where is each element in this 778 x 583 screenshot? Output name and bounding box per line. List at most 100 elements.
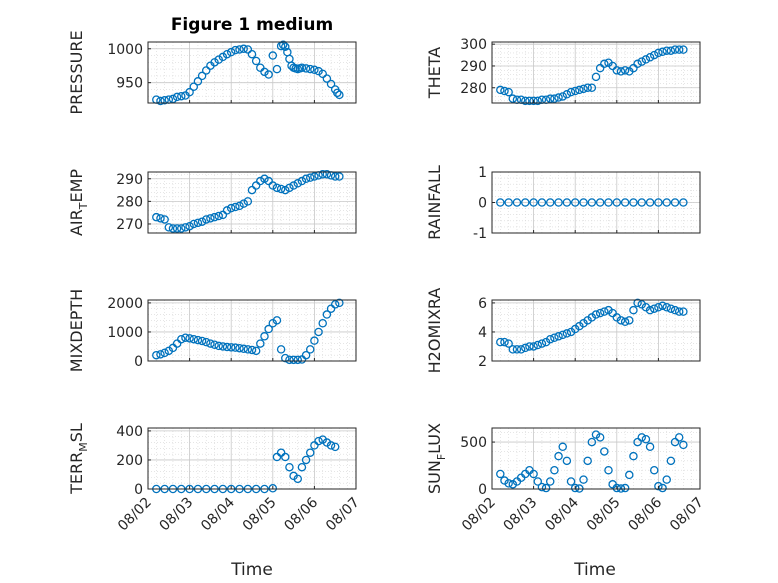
data-point bbox=[554, 332, 563, 341]
data-point bbox=[587, 83, 597, 93]
data-point bbox=[251, 56, 261, 66]
data-point bbox=[637, 433, 647, 442]
data-point bbox=[260, 174, 269, 184]
data-point bbox=[281, 185, 290, 195]
y-tick-label: 290 bbox=[116, 172, 143, 188]
data-point bbox=[293, 474, 303, 484]
data-point bbox=[541, 483, 551, 493]
data-point bbox=[587, 437, 597, 447]
data-point bbox=[670, 305, 680, 315]
data-point bbox=[235, 343, 244, 353]
data-point bbox=[666, 456, 676, 466]
data-point bbox=[616, 67, 626, 76]
y-axis-label: TERRMSL bbox=[67, 423, 90, 495]
data-point bbox=[160, 96, 169, 105]
y-tick-label: 0 bbox=[478, 196, 487, 212]
data-point bbox=[575, 85, 584, 95]
data-point bbox=[600, 59, 609, 69]
axes-box bbox=[147, 427, 357, 490]
data-point bbox=[670, 45, 680, 54]
data-point bbox=[268, 484, 278, 493]
data-point bbox=[545, 198, 555, 207]
data-point bbox=[185, 221, 194, 231]
data-point bbox=[272, 64, 282, 74]
data-point bbox=[545, 477, 555, 486]
data-point bbox=[496, 198, 505, 207]
data-point bbox=[243, 45, 253, 54]
data-point bbox=[579, 475, 588, 484]
data-point bbox=[185, 87, 194, 97]
data-point bbox=[591, 72, 601, 82]
data-point bbox=[322, 170, 332, 179]
data-point bbox=[293, 179, 303, 188]
data-point bbox=[301, 455, 311, 465]
data-point bbox=[193, 77, 203, 86]
data-point bbox=[521, 343, 530, 353]
data-point bbox=[629, 198, 638, 207]
data-point bbox=[579, 84, 588, 94]
data-point bbox=[301, 174, 311, 184]
subplot-2: 280 290 300 THETA bbox=[425, 37, 701, 106]
data-point bbox=[645, 305, 655, 315]
axes-box bbox=[147, 171, 357, 234]
data-point bbox=[570, 198, 580, 207]
axes-box bbox=[491, 299, 701, 362]
subplot-7: 0 200 400 08/02 08/03 08/04 08/05 08/06 08/07 TER… bbox=[67, 423, 363, 534]
subplot-8: 0 500 08/02 08/03 08/04 08/05 08/06 08/07 SUNFLU… bbox=[425, 423, 707, 534]
data-point bbox=[583, 456, 592, 466]
x-tick-label: 08/05 bbox=[240, 495, 280, 535]
data-point bbox=[641, 435, 651, 444]
data-point bbox=[512, 345, 522, 354]
data-point bbox=[214, 55, 223, 64]
data-point bbox=[550, 333, 559, 343]
data-point bbox=[222, 342, 232, 352]
data-point bbox=[637, 198, 647, 207]
x-tick-label: 08/06 bbox=[625, 494, 665, 534]
data-point bbox=[595, 308, 605, 318]
data-point bbox=[562, 198, 572, 207]
data-point bbox=[545, 334, 555, 344]
x-axis-label-left: Time bbox=[230, 560, 273, 580]
data-point bbox=[330, 442, 340, 452]
data-point bbox=[666, 304, 676, 313]
data-point bbox=[570, 86, 580, 96]
data-point bbox=[168, 224, 178, 233]
x-tick-label: 08/05 bbox=[584, 495, 624, 535]
data-point bbox=[629, 451, 638, 461]
data-point bbox=[521, 96, 530, 106]
data-point bbox=[243, 345, 253, 354]
data-point bbox=[156, 96, 165, 106]
data-point bbox=[562, 90, 572, 99]
data-point bbox=[301, 350, 311, 360]
data-point bbox=[201, 215, 211, 224]
data-point bbox=[239, 344, 248, 354]
y-tick-label: 1000 bbox=[107, 325, 143, 341]
data-point bbox=[554, 93, 563, 102]
data-point bbox=[533, 477, 543, 486]
data-point bbox=[193, 335, 203, 345]
data-point bbox=[326, 441, 336, 450]
x-tick-label: 08/03 bbox=[157, 495, 197, 535]
data-point bbox=[305, 345, 315, 354]
subplot-6: 2 4 6 H2OMIXRA bbox=[425, 288, 701, 373]
data-point bbox=[289, 181, 298, 190]
data-point bbox=[612, 66, 622, 75]
data-point bbox=[533, 340, 543, 350]
data-point bbox=[670, 198, 680, 207]
data-point bbox=[181, 333, 190, 343]
data-point bbox=[537, 339, 547, 348]
data-point bbox=[649, 50, 659, 60]
data-point bbox=[566, 87, 576, 97]
data-point bbox=[214, 341, 223, 351]
data-point bbox=[197, 71, 207, 81]
data-point bbox=[508, 94, 518, 103]
data-point bbox=[662, 303, 671, 312]
data-point bbox=[654, 481, 663, 491]
data-point bbox=[301, 64, 311, 73]
data-point bbox=[305, 173, 315, 182]
data-point bbox=[152, 212, 161, 222]
data-point bbox=[554, 198, 563, 207]
x-tick-label: 08/02 bbox=[459, 495, 499, 535]
data-point bbox=[206, 339, 215, 348]
